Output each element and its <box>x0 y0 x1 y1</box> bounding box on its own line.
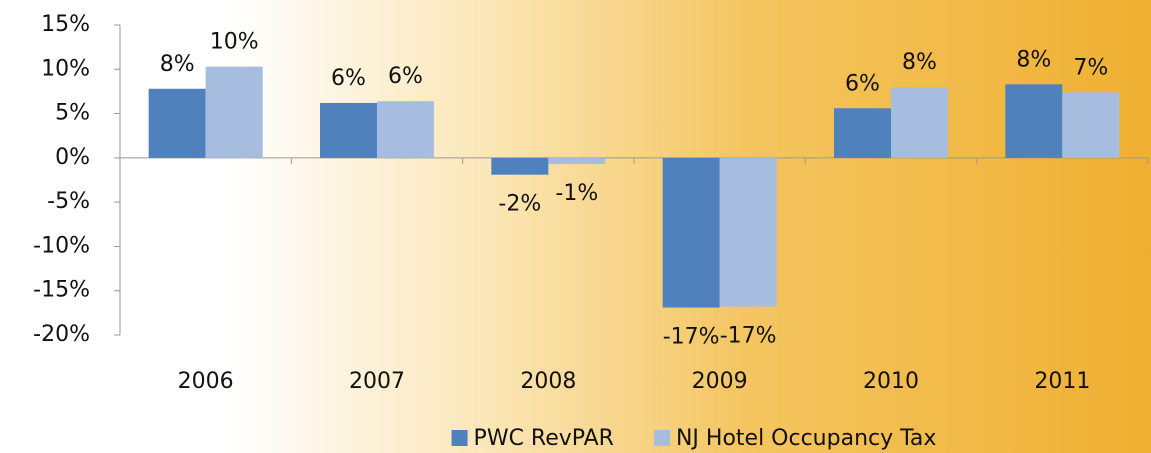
bar <box>1005 84 1062 158</box>
y-tick-label: 10% <box>41 56 90 81</box>
legend-label: PWC RevPAR <box>474 426 614 451</box>
y-tick-label: 15% <box>41 12 90 37</box>
y-tick-label: -10% <box>33 233 90 258</box>
bar <box>720 158 777 307</box>
value-label: 6% <box>845 71 880 96</box>
y-tick-label: 5% <box>55 101 90 126</box>
bar <box>377 101 434 158</box>
value-label: 6% <box>388 64 423 89</box>
value-label: 8% <box>1016 47 1051 72</box>
value-label: 8% <box>160 52 195 77</box>
bar <box>834 108 891 158</box>
chart: -20% -15% -10% -5% 0% 5% 10% 15% 2006 8% 10% 2007 6%… <box>0 0 1151 453</box>
value-label: 10% <box>210 30 259 55</box>
x-tick-label: 2011 <box>1034 369 1090 394</box>
legend-swatch <box>654 430 670 446</box>
y-tick-label: 0% <box>55 145 90 170</box>
value-label: 8% <box>902 50 937 75</box>
bar <box>320 103 377 158</box>
bar <box>891 87 948 158</box>
value-label: 6% <box>331 66 366 91</box>
bar <box>491 158 548 175</box>
bar <box>1062 92 1119 158</box>
y-tick-label: -20% <box>33 322 90 347</box>
bar <box>548 158 605 164</box>
value-label: 7% <box>1073 55 1108 80</box>
x-tick-label: 2007 <box>349 369 405 394</box>
value-label: -1% <box>555 181 598 206</box>
legend-label: NJ Hotel Occupancy Tax <box>676 426 936 451</box>
value-label: -17% <box>720 324 777 349</box>
x-tick-label: 2006 <box>178 369 234 394</box>
legend-swatch <box>452 430 468 446</box>
x-tick-label: 2009 <box>692 369 748 394</box>
bar <box>206 67 263 158</box>
chart-background: -20% -15% -10% -5% 0% 5% 10% 15% 2006 8% 10% 2007 6%… <box>0 0 1151 453</box>
value-label: -2% <box>498 192 541 217</box>
bar <box>663 158 720 308</box>
bar <box>149 89 206 158</box>
y-tick-label: -5% <box>47 189 90 214</box>
x-tick-label: 2010 <box>863 369 919 394</box>
x-tick-label: 2008 <box>520 369 576 394</box>
y-tick-label: -15% <box>33 278 90 303</box>
value-label: -17% <box>663 325 720 350</box>
